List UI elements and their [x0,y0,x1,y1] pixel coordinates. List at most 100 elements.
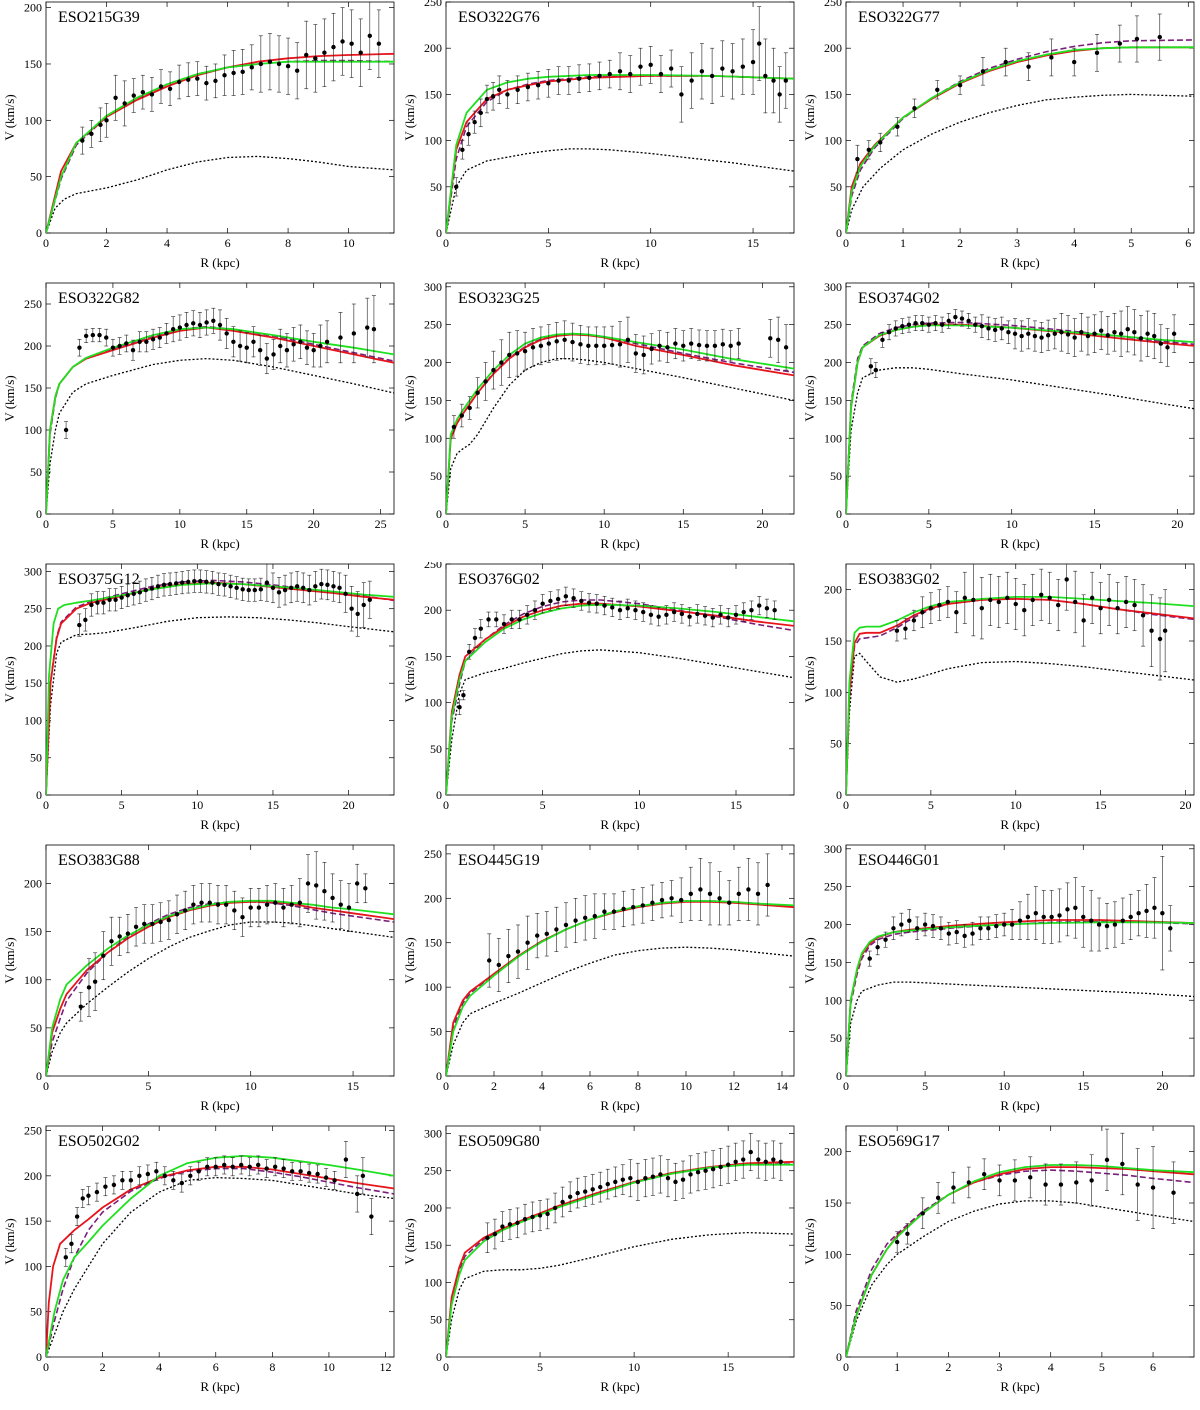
data-point [777,92,782,97]
curve-red [46,326,394,514]
data-point [355,611,360,617]
data-point [461,693,466,698]
data-point [1071,59,1077,65]
data-point [149,92,155,97]
curve-red [446,75,794,233]
data-point [980,69,986,74]
data-point [1049,914,1054,920]
x-tick-label: 0 [843,1360,849,1374]
data-point [90,332,96,338]
y-tick-label: 200 [824,583,842,597]
data-point [210,580,215,585]
x-tick-label: 2 [100,1360,106,1374]
data-point [487,958,492,963]
data-point [1009,922,1015,927]
data-point [570,339,575,345]
data-point [710,615,715,620]
data-point [83,617,88,623]
data-point [1013,601,1018,607]
data-point [1064,577,1069,582]
x-tick-label: 8 [269,1360,275,1374]
curve-red [846,598,1194,795]
panel-title: ESO322G76 [458,9,540,26]
data-point [986,326,991,331]
data-point [1032,333,1038,339]
panel-title: ESO446G01 [858,852,940,869]
data-point [578,342,583,347]
data-point [552,1205,558,1211]
plot-frame [45,844,395,1077]
data-point [920,1211,925,1216]
data-point [145,1171,151,1177]
data-point [1006,330,1011,335]
data-point [658,1172,663,1177]
x-tick-label: 2 [945,1360,951,1374]
data-point [1104,923,1110,929]
data-point [1041,914,1046,920]
data-point [583,915,588,921]
data-point [161,582,167,588]
data-point [113,597,118,602]
x-tick-label: 8 [285,236,291,250]
data-point [907,918,912,923]
x-tick-label: 0 [443,517,449,531]
data-point [937,602,942,608]
data-point [935,87,940,92]
y-tick-label: 0 [36,1350,42,1364]
data-point [899,922,904,927]
data-point [167,581,173,587]
curve-black [846,93,1194,233]
curve-green [446,603,794,795]
data-point [702,613,708,618]
data-point [101,953,106,958]
data-point [986,926,991,931]
data-point [297,900,303,905]
data-point [763,1159,768,1164]
data-point [755,891,761,897]
plot-area [46,2,394,233]
data-point [281,905,286,910]
y-tick-label: 100 [424,696,442,710]
data-point [78,1004,84,1009]
data-point [1058,1182,1064,1187]
x-tick-label: 10 [343,236,355,250]
data-point [648,612,654,618]
data-point [499,360,504,365]
y-axis-label: V (km/s) [402,1218,417,1264]
data-point [1039,335,1044,340]
y-tick-label: 200 [424,356,442,370]
data-point [868,364,874,369]
data-point [673,1179,678,1185]
data-point [1165,345,1170,350]
y-axis-label: V (km/s) [2,94,17,140]
data-point [192,578,197,584]
data-point [625,337,631,343]
data-point [157,335,162,340]
x-tick-label: 0 [443,236,449,250]
data-point [1135,1182,1140,1187]
data-point [625,606,630,611]
data-point [177,325,183,330]
data-point [953,314,958,320]
data-point [999,326,1004,331]
data-point [900,323,905,329]
data-point [282,587,288,593]
curve-purple [846,1169,1194,1357]
data-point [63,427,69,433]
data-point [475,390,480,396]
y-tick-label: 200 [824,1145,842,1159]
data-point [689,78,694,83]
data-point [957,82,963,88]
data-point [978,926,983,931]
plot-frame [445,282,795,515]
panel-title: ESO322G77 [858,9,940,26]
data-point [239,1162,244,1168]
curve-purple [46,1167,394,1357]
y-tick-label: 50 [830,1031,842,1045]
y-tick-label: 100 [824,993,842,1007]
data-point [640,903,645,908]
data-point [103,1184,108,1189]
data-point [867,956,872,961]
curve-black [46,616,394,795]
